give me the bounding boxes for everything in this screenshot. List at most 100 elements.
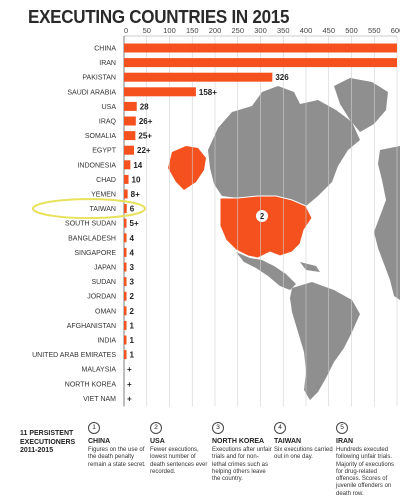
category-label: JAPAN [94, 265, 116, 272]
value-label: 1 [130, 336, 135, 345]
category-label: CHAD [96, 177, 116, 184]
footer-item-4: 4 TAIWAN Six executions carried out in o… [274, 422, 334, 462]
value-label: + [127, 365, 132, 374]
value-label: 2 [130, 292, 135, 301]
bars [124, 43, 397, 360]
footer-item-country: CHINA [88, 438, 111, 445]
footer-item-3: 3 NORTH KOREA Executions after unfair tr… [212, 422, 272, 483]
category-label: SOMALIA [85, 133, 116, 140]
bar [124, 306, 127, 316]
bar [124, 174, 129, 184]
category-label: UNITED ARAB EMIRATES [32, 352, 116, 359]
footer-title: 11 PERSISTENT EXECUTIONERS 2011-2015 [20, 430, 92, 456]
map-south-america [290, 282, 360, 400]
value-label: 1 [130, 351, 135, 360]
footer-item-2: 2 USA Fewer executions, lowest number of… [150, 422, 210, 476]
value-label: 10 [132, 175, 141, 184]
category-label: USA [102, 104, 117, 111]
bar [124, 233, 127, 243]
map-usa [219, 195, 313, 259]
world-map: 2 [168, 78, 400, 400]
category-label: IRAQ [99, 119, 117, 126]
category-label: VIET NAM [83, 396, 116, 403]
map-caribbean [300, 262, 320, 272]
x-tick-label: 100 [163, 26, 176, 35]
footer-item-description: Fewer executions, lowest number of death… [150, 447, 208, 475]
bar [124, 116, 136, 126]
map-alaska [168, 146, 206, 190]
category-label: NORTH KOREA [65, 381, 117, 388]
value-label: 3 [130, 263, 135, 272]
map-north-america [208, 86, 360, 206]
bar [124, 350, 127, 360]
footer-item-number: 1 [88, 422, 100, 434]
footer-item-description: Hundreds executed following unfair trial… [336, 447, 395, 497]
x-tick-label: 50 [143, 26, 151, 35]
category-label: INDONESIA [77, 162, 116, 169]
bar [124, 320, 127, 330]
value-label: + [127, 380, 132, 389]
category-label: SAUDI ARABIA [67, 89, 116, 96]
value-label: 2 [130, 307, 135, 316]
x-tick-label: 600 [391, 26, 400, 35]
bar [124, 291, 127, 301]
x-tick-label: 450 [322, 26, 335, 35]
x-tick-label: 550 [368, 26, 381, 35]
x-tick-label: 150 [186, 26, 199, 35]
bar [124, 160, 131, 170]
bar [124, 204, 127, 214]
value-label: 5+ [130, 219, 139, 228]
value-labels: 326 158+ 28 26+ 25+ 22+ 14 10 8+ 6 5+ 4 4 3 3 2 2 1 1 1 + + + [127, 73, 289, 403]
footer-item-country: TAIWAN [274, 438, 302, 445]
page-title: EXECUTING COUNTRIES IN 2015 [28, 6, 290, 27]
value-label: 14 [133, 161, 142, 170]
bar [124, 247, 127, 257]
value-label: 4 [130, 234, 135, 243]
x-tick-label: 400 [300, 26, 313, 35]
bar [124, 131, 136, 141]
value-label: 3 [130, 278, 135, 287]
x-tick-label: 300 [254, 26, 267, 35]
bar [124, 58, 397, 68]
category-label: AFGHANISTAN [67, 323, 116, 330]
x-axis-ticks: 0 50 100 150 200 250 300 350 400 450 500 550 600 [124, 26, 400, 35]
category-label: SINGAPORE [74, 250, 116, 257]
map-central-america [236, 252, 296, 290]
footer-item-country: NORTH KOREA [212, 438, 265, 445]
footer-item-country: USA [150, 438, 165, 445]
category-label: INDIA [97, 338, 116, 345]
taiwan-highlight-ring [32, 198, 146, 220]
category-label: PAKISTAN [82, 75, 116, 82]
bar [124, 72, 273, 82]
map-europe-africa [374, 146, 400, 300]
footer-item-number: 2 [150, 422, 162, 434]
value-label: 1 [130, 321, 135, 330]
footer-title-line1: 11 PERSISTENT [20, 430, 74, 437]
footer-item-description: Six executions carried out in one day. [274, 447, 333, 461]
value-label: 28 [140, 102, 149, 111]
grid [123, 35, 398, 407]
usa-marker [256, 210, 268, 222]
x-tick-label: 250 [231, 26, 244, 35]
footer-item-number: 5 [336, 422, 348, 434]
category-label: YEMEN [91, 192, 116, 199]
category-label: IRAN [99, 60, 116, 67]
value-label: 25+ [138, 132, 152, 141]
value-label: 22+ [137, 146, 151, 155]
category-labels: CHINA IRAN PAKISTAN SAUDI ARABIA USA IRAQ SOMA… [32, 46, 117, 403]
category-label: EGYPT [92, 148, 116, 155]
bar [124, 218, 127, 228]
bar [124, 262, 127, 272]
footer-item-5: 5 IRAN Hundreds executed following unfai… [336, 422, 396, 498]
category-label: TAIWAN [90, 206, 116, 213]
bar [124, 101, 137, 111]
footer-item-description: Figures on the use of the death penalty … [88, 447, 146, 468]
x-tick-label: 200 [209, 26, 222, 35]
x-tick-label: 500 [345, 26, 358, 35]
value-label: 6 [130, 205, 135, 214]
category-label: CHINA [94, 46, 116, 53]
footer-item-description: Executions after unfair trials and for n… [212, 447, 272, 483]
usa-marker-number: 2 [260, 212, 265, 221]
bar [124, 277, 127, 287]
footer-item-1: 1 CHINA Figures on the use of the death … [88, 422, 148, 469]
